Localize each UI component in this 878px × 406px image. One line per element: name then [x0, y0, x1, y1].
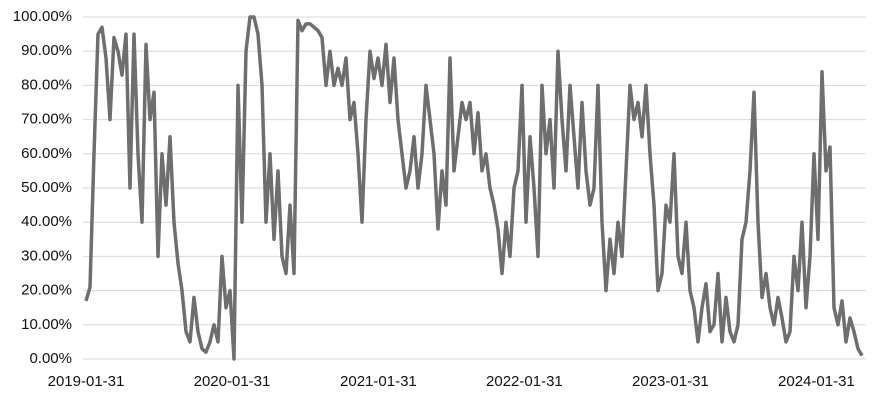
y-tick-label: 30.00%: [21, 247, 72, 264]
y-tick-label: 50.00%: [21, 179, 72, 196]
y-tick-label: 90.00%: [21, 42, 72, 59]
x-tick-label: 2024-01-31: [778, 373, 855, 390]
y-tick-label: 80.00%: [21, 76, 72, 93]
y-tick-label: 40.00%: [21, 213, 72, 230]
data-line: [84, 15, 864, 361]
y-tick-label: 10.00%: [21, 316, 72, 333]
x-tick-label: 2023-01-31: [632, 373, 709, 390]
y-tick-label: 20.00%: [21, 282, 72, 299]
x-tick-label: 2019-01-31: [48, 373, 125, 390]
y-tick-label: 60.00%: [21, 145, 72, 162]
x-tick-label: 2021-01-31: [340, 373, 417, 390]
x-tick-label: 2022-01-31: [486, 373, 563, 390]
y-tick-label: 0.00%: [29, 350, 72, 367]
y-tick-label: 70.00%: [21, 111, 72, 128]
x-tick-label: 2020-01-31: [194, 373, 271, 390]
y-tick-label: 100.00%: [13, 8, 72, 25]
